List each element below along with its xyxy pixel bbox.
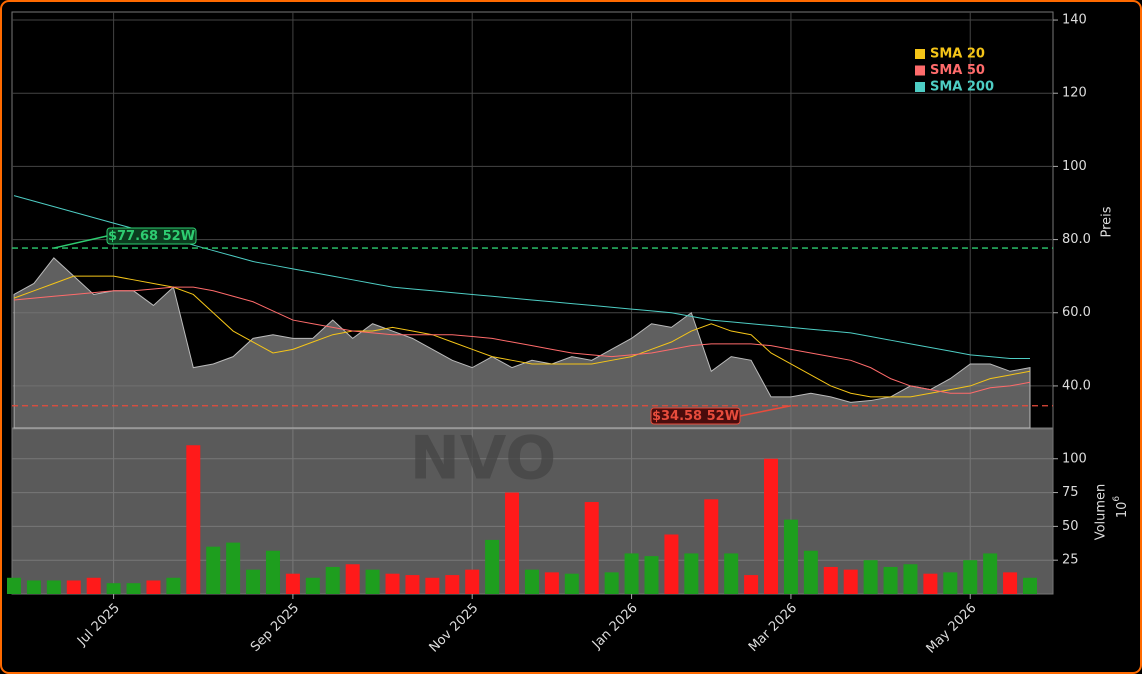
volume-bar <box>524 569 539 594</box>
volume-bar <box>863 560 878 594</box>
volume-bar <box>664 534 679 594</box>
y-axis-unit: 106 <box>1112 496 1130 519</box>
volume-bar <box>445 575 460 594</box>
volume-bar <box>564 573 579 594</box>
volume-bar <box>803 550 818 594</box>
y-tick-label: 100 <box>1062 451 1087 466</box>
unit-base: 10 <box>1115 502 1130 519</box>
volume-bar <box>465 569 480 594</box>
annotation-arrow <box>739 405 792 417</box>
legend-swatch <box>915 65 925 76</box>
volume-bar <box>26 580 41 594</box>
legend-swatch <box>915 82 925 92</box>
volume-bar <box>684 553 699 594</box>
volume-bar <box>764 458 779 594</box>
volume-bar <box>305 577 320 594</box>
volume-bar <box>883 566 898 594</box>
legend-label: SMA 20 <box>930 47 985 62</box>
volume-bar <box>983 553 998 594</box>
volume-bar <box>226 542 241 594</box>
y-tick-label: 120 <box>1062 86 1087 101</box>
annotation-box <box>650 407 741 425</box>
unit-exponent: 6 <box>1112 496 1122 502</box>
volume-bar <box>584 502 599 594</box>
volume-bar <box>724 553 739 594</box>
volume-bar <box>505 492 520 594</box>
y-tick-label: 100 <box>1062 159 1087 174</box>
volume-bar <box>943 572 958 594</box>
annotation-label: $77.68 52W <box>108 229 195 244</box>
volume-bar <box>783 519 798 594</box>
y-tick-label: 60.0 <box>1062 305 1091 320</box>
y-tick-label: 80.0 <box>1062 232 1091 247</box>
volume-bar <box>285 573 300 594</box>
volume-bar <box>345 564 360 594</box>
volume-bar <box>166 577 181 594</box>
legend-swatch <box>915 49 925 59</box>
y-tick-label: 50 <box>1062 519 1079 534</box>
volume-bar <box>385 573 400 594</box>
volume-bar <box>405 575 420 594</box>
volume-bar <box>126 583 141 594</box>
volume-bar <box>206 546 221 594</box>
annotation-arrow <box>53 235 108 249</box>
volume-bar <box>325 566 340 594</box>
volume-bar <box>963 560 978 594</box>
volume-bar <box>186 445 201 594</box>
volume-bar <box>544 572 559 594</box>
volume-bar <box>46 580 61 594</box>
volume-bar <box>146 580 161 594</box>
volume-bar <box>1003 572 1018 594</box>
volume-bar <box>604 572 619 594</box>
volume-bar <box>485 539 500 594</box>
watermark: NVO <box>410 424 557 494</box>
volume-bar <box>265 550 280 594</box>
volume-panel <box>11 428 1054 595</box>
y-axis-label: Volumen <box>1094 484 1109 541</box>
sma-line <box>13 275 1031 398</box>
legend-label: SMA 50 <box>930 63 985 78</box>
y-tick-label: 40.0 <box>1062 378 1091 393</box>
annotation-box <box>106 227 197 245</box>
volume-bar <box>86 577 101 594</box>
volume-bar <box>1023 577 1037 594</box>
volume-bar <box>923 573 938 594</box>
y-tick-label: 140 <box>1062 13 1087 28</box>
volume-bar <box>624 553 639 594</box>
y-axis-label: Preis <box>1100 206 1115 237</box>
volume-bar <box>823 566 838 594</box>
volume-bar <box>246 569 261 594</box>
volume-bar <box>744 575 759 594</box>
volume-bar <box>704 499 719 594</box>
volume-bar <box>7 577 21 594</box>
volume-bar <box>106 583 121 594</box>
volume-bar <box>903 564 918 594</box>
volume-bar <box>425 577 440 594</box>
volume-bar <box>644 556 659 594</box>
volume-bar <box>66 580 81 594</box>
legend-label: SMA 200 <box>930 80 994 95</box>
volume-bar <box>843 569 858 594</box>
y-tick-label: 25 <box>1062 553 1079 568</box>
volume-bar <box>365 569 380 594</box>
annotation-label: $34.58 52W <box>652 409 739 424</box>
y-tick-label: 75 <box>1062 485 1079 500</box>
sma-line <box>13 286 1031 394</box>
